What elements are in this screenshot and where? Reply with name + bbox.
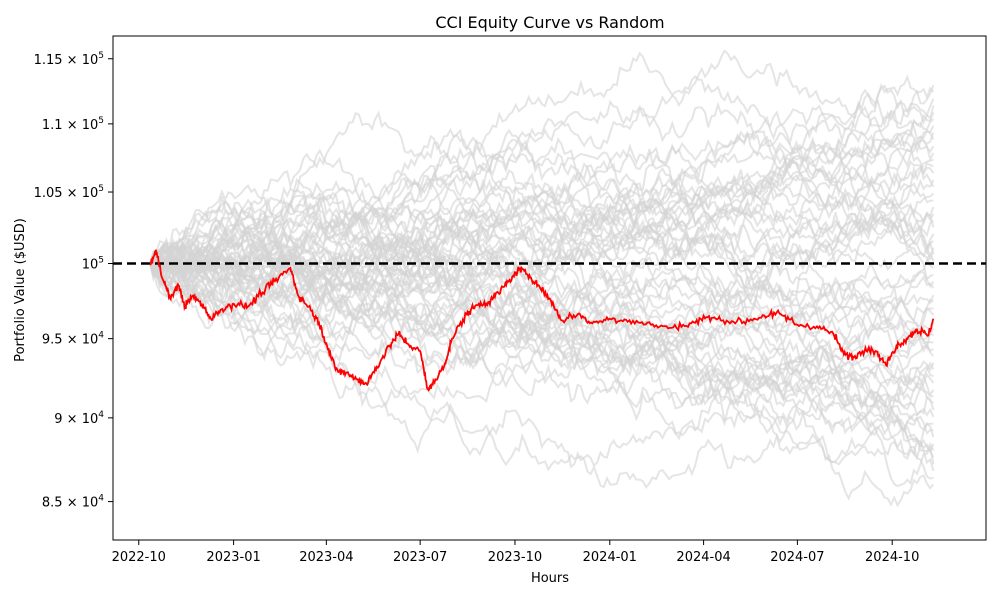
- random-series-line: [149, 84, 935, 279]
- x-axis: 2022-10 2023-01 2023-04 2023-07 2023-10 2024-…: [112, 540, 919, 565]
- main-series-group: [149, 249, 935, 392]
- random-series-line: [149, 249, 935, 377]
- random-series-line: [149, 159, 935, 312]
- y-tick-label: 8.5 × 104: [42, 494, 104, 511]
- x-tick-label: 2024-10: [865, 550, 919, 565]
- plot-frame: [112, 35, 987, 541]
- y-tick-label: 1.05 × 105: [34, 184, 104, 201]
- main-series-line: [149, 249, 935, 392]
- x-tick-label: 2023-07: [393, 550, 447, 565]
- x-tick-label: 2024-07: [770, 550, 824, 565]
- x-axis-label: Hours: [531, 571, 569, 586]
- x-tick-label: 2024-04: [676, 550, 730, 565]
- x-tick-label: 2022-10: [112, 550, 166, 565]
- x-tick-label: 2023-10: [488, 550, 542, 565]
- random-series-line: [149, 180, 935, 309]
- random-series-line: [149, 118, 935, 274]
- random-series-line: [149, 111, 935, 277]
- random-series-line: [149, 134, 934, 298]
- random-series-line: [149, 239, 935, 344]
- y-tick-label: 9.5 × 104: [42, 331, 104, 348]
- chart-title: CCI Equity Curve vs Random: [435, 13, 664, 32]
- random-series-line: [149, 125, 935, 292]
- random-series-line: [150, 218, 935, 302]
- random-series-line: [150, 51, 935, 268]
- random-series-line: [149, 238, 935, 469]
- y-tick-label: 1.1 × 105: [42, 116, 104, 133]
- random-series-line: [149, 188, 935, 308]
- random-series-line: [149, 237, 935, 396]
- y-tick-label: 9 × 104: [54, 410, 104, 427]
- random-series-line: [149, 74, 935, 270]
- x-tick-label: 2023-04: [299, 550, 353, 565]
- y-tick-label: 1.15 × 105: [34, 51, 104, 68]
- random-series-line: [149, 209, 935, 320]
- y-axis-label: Portfolio Value ($USD): [13, 218, 28, 362]
- x-tick-label: 2024-01: [583, 550, 637, 565]
- x-tick-label: 2023-01: [206, 550, 260, 565]
- y-axis: 8.5 × 104 9 × 104 9.5 × 104 105 1.05 × 105 1.…: [34, 51, 113, 511]
- y-tick-label: 105: [82, 255, 104, 272]
- random-series-line: [149, 242, 934, 490]
- random-series-line: [149, 258, 935, 427]
